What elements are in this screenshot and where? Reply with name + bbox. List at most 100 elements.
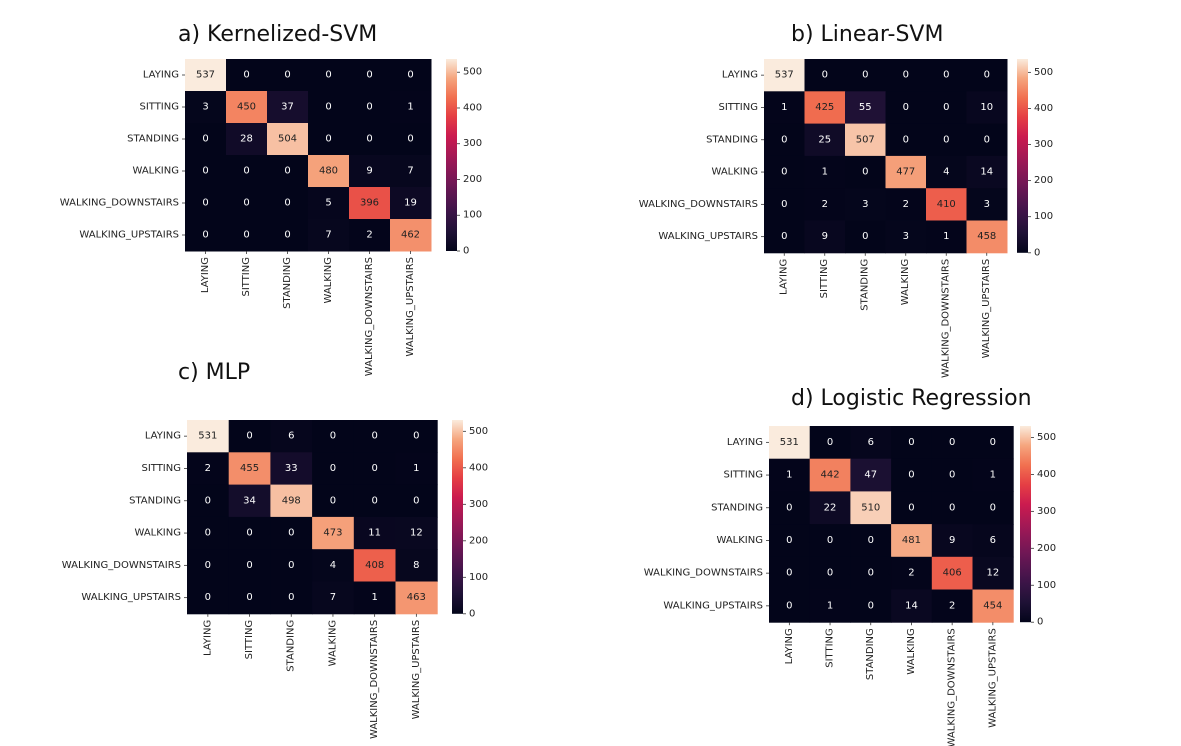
heatmap-cell-label-4-3: 4	[330, 560, 336, 571]
heatmap-cell-label-0-1: 0	[827, 437, 833, 448]
heatmap-cell-label-3-3: 473	[323, 528, 342, 539]
heatmap-cell-0-2	[845, 59, 886, 92]
heatmap-cell-5-3	[885, 220, 927, 254]
heatmap-cell-label-0-1: 0	[246, 431, 252, 442]
heatmap-cell-label-2-2: 507	[856, 134, 875, 145]
heatmap-cell-4-2	[845, 188, 886, 221]
heatmap-cell-4-5	[395, 549, 438, 582]
heatmap-cell-label-3-4: 9	[366, 166, 372, 177]
heatmap-cell-label-5-0: 0	[202, 230, 208, 241]
x-tick-label: WALKING	[327, 620, 338, 667]
heatmap-cell-5-2	[270, 581, 313, 615]
heatmap-cell-label-1-3: 0	[330, 463, 336, 474]
heatmap-cell-label-2-2: 504	[278, 134, 297, 145]
heatmap-cell-0-0	[185, 59, 227, 92]
colorbar-tick-label: 500	[1037, 432, 1056, 443]
heatmap-cell-label-4-0: 0	[205, 560, 211, 571]
heatmap-cell-3-5	[966, 155, 1008, 189]
heatmap-cell-label-0-1: 0	[243, 70, 249, 81]
heatmap-cell-1-5	[972, 458, 1014, 492]
heatmap-cell-5-5	[395, 581, 438, 615]
heatmap-cell-label-4-1: 0	[827, 568, 833, 579]
y-tick-label: LAYING	[143, 70, 179, 81]
heatmap-cell-label-1-1: 442	[821, 470, 840, 481]
heatmap-cell-2-4	[931, 491, 973, 525]
heatmap-cell-2-1	[226, 123, 268, 156]
heatmap-cell-3-0	[764, 155, 805, 189]
heatmap-cell-2-2	[845, 123, 886, 157]
heatmap-cell-2-5	[395, 484, 438, 518]
colorbar-tick-label: 200	[463, 174, 482, 185]
x-tick-label: STANDING	[860, 259, 871, 311]
heatmap-cell-label-5-2: 0	[288, 592, 294, 603]
heatmap-cell-label-0-5: 0	[984, 70, 990, 81]
heatmap-cell-2-1	[228, 484, 271, 518]
heatmap-cell-1-1	[228, 452, 271, 486]
heatmap-cell-2-5	[390, 123, 432, 156]
x-tick-label: WALKING_UPSTAIRS	[405, 257, 416, 357]
heatmap-cell-label-5-4: 2	[366, 230, 372, 241]
heatmap-cell-1-0	[764, 91, 805, 125]
y-tick-label: SITTING	[723, 470, 763, 481]
heatmap-cell-1-4	[349, 91, 391, 124]
heatmap-cell-1-1	[809, 458, 851, 492]
heatmap-cell-label-2-3: 0	[330, 495, 336, 506]
heatmap-cell-0-2	[850, 426, 892, 460]
heatmap-cell-label-4-4: 410	[937, 199, 956, 210]
heatmap-cell-label-2-3: 0	[908, 502, 914, 513]
heatmap-cell-label-0-4: 0	[949, 437, 955, 448]
heatmap-cell-label-2-2: 510	[861, 502, 880, 513]
heatmap-cell-label-4-2: 3	[862, 199, 868, 210]
heatmap-cell-1-3	[885, 91, 927, 125]
heatmap-cell-3-3	[885, 155, 927, 189]
heatmap-cell-label-4-1: 0	[246, 560, 252, 571]
x-tick-label: SITTING	[825, 628, 836, 668]
y-tick-label: LAYING	[727, 437, 763, 448]
heatmap-cell-4-0	[185, 187, 227, 220]
heatmap-cell-4-0	[769, 556, 811, 590]
heatmap-cell-label-3-4: 4	[943, 167, 949, 178]
heatmap-cell-4-1	[226, 187, 268, 220]
colorbar-tick-label: 300	[1037, 506, 1056, 517]
y-tick-label: WALKING_DOWNSTAIRS	[644, 568, 763, 579]
heatmap-cell-label-1-4: 0	[943, 102, 949, 113]
heatmap-cell-5-0	[769, 589, 811, 623]
heatmap-cell-label-2-4: 0	[949, 502, 955, 513]
heatmap-cell-4-3	[312, 549, 355, 582]
chart-title-logistic-regression: d) Logistic Regression	[791, 386, 1032, 411]
heatmap-cell-label-2-0: 0	[781, 134, 787, 145]
colorbar-tick-label: 400	[1037, 469, 1056, 480]
x-tick-label: LAYING	[779, 259, 790, 295]
heatmap-cell-label-5-5: 463	[407, 592, 426, 603]
heatmap-cell-label-1-0: 1	[786, 470, 792, 481]
x-tick-label: STANDING	[286, 620, 297, 672]
heatmap-cell-0-5	[966, 59, 1008, 92]
heatmap-cell-1-1	[226, 91, 268, 124]
x-tick-label: LAYING	[784, 628, 795, 664]
heatmap-cell-2-3	[885, 123, 927, 157]
y-tick-label: WALKING_DOWNSTAIRS	[62, 560, 181, 571]
heatmap-cell-label-2-4: 0	[943, 134, 949, 145]
heatmap-cell-3-1	[809, 524, 851, 558]
heatmap-cell-1-5	[395, 452, 438, 486]
heatmap-cell-label-2-1: 25	[818, 134, 831, 145]
heatmap-cell-1-0	[185, 91, 227, 124]
heatmap-cell-label-2-1: 34	[243, 495, 256, 506]
heatmap-cell-label-3-1: 1	[822, 167, 828, 178]
heatmap-cell-label-4-5: 8	[413, 560, 419, 571]
heatmap-cell-3-5	[972, 524, 1014, 558]
y-tick-label: LAYING	[145, 431, 181, 442]
heatmap-cell-4-5	[972, 556, 1014, 590]
heatmap-cell-4-2	[850, 556, 892, 590]
heatmap-cell-label-2-5: 0	[407, 134, 413, 145]
heatmap-cell-2-3	[891, 491, 933, 525]
heatmap-cell-label-4-3: 2	[903, 199, 909, 210]
x-tick-label: LAYING	[202, 620, 213, 656]
heatmap-cell-0-1	[804, 59, 846, 92]
heatmap-cell-label-4-0: 0	[781, 199, 787, 210]
heatmap-cell-label-3-3: 480	[319, 166, 338, 177]
heatmap-cell-label-2-5: 0	[413, 495, 419, 506]
heatmap-cell-label-5-3: 7	[325, 230, 331, 241]
heatmap-cell-0-5	[972, 426, 1014, 460]
heatmap-cell-label-5-0: 0	[786, 600, 792, 611]
